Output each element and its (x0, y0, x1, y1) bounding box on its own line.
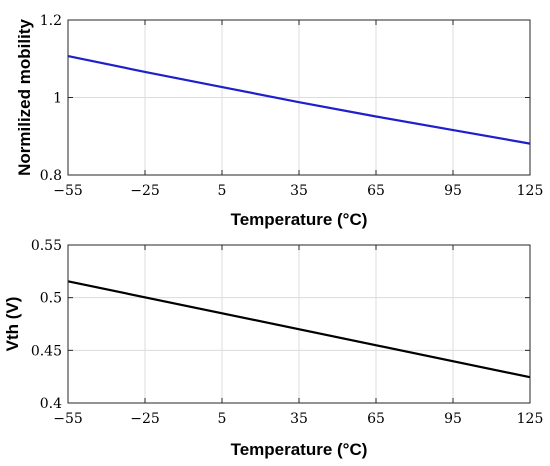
mobility-series-line (67, 54, 531, 145)
vth-x-tick-label: 65 (367, 411, 385, 427)
vth-x-tick-label: 5 (218, 411, 227, 427)
mobility-x-tick-label: 35 (290, 183, 308, 199)
vth-x-tick-label: −55 (53, 411, 83, 427)
mobility-x-tick-label: 125 (517, 183, 544, 199)
vth-x-tick-label: 125 (517, 411, 544, 427)
vth-y-tick-label: 0.55 (31, 238, 62, 254)
vth-x-tick-label: 95 (444, 411, 462, 427)
vth-x-tick-label: −25 (130, 411, 160, 427)
mobility-x-tick-label: 65 (367, 183, 385, 199)
vth-y-axis-label: Vth (V) (3, 297, 22, 352)
mobility-chart: −55 −25 5 35 65 95 125 0.8 1 1.2 Temperature (°C)… (15, 13, 543, 229)
mobility-y-axis-label: Normilized mobility (15, 19, 34, 176)
mobility-x-tick-label: 95 (444, 183, 462, 199)
mobility-x-tick-label: 5 (218, 183, 227, 199)
mobility-y-tick-label: 1.2 (40, 13, 62, 29)
vth-y-tick-label: 0.4 (40, 396, 62, 412)
mobility-x-tick-label: −25 (130, 183, 160, 199)
vth-x-tick-label: 35 (290, 411, 308, 427)
mobility-y-tick-label: 1 (53, 91, 62, 107)
vth-x-axis-label: Temperature (°C) (231, 440, 368, 459)
mobility-x-axis-label: Temperature (°C) (231, 210, 368, 229)
vth-y-tick-label: 0.45 (31, 343, 62, 359)
vth-y-tick-label: 0.5 (40, 291, 62, 307)
vth-series-line (67, 280, 531, 379)
vth-chart: −55 −25 5 35 65 95 125 0.4 0.45 0.5 0.55 Temperatu… (3, 238, 543, 459)
mobility-y-tick-label: 0.8 (40, 168, 62, 184)
mobility-x-tick-label: −55 (53, 183, 83, 199)
